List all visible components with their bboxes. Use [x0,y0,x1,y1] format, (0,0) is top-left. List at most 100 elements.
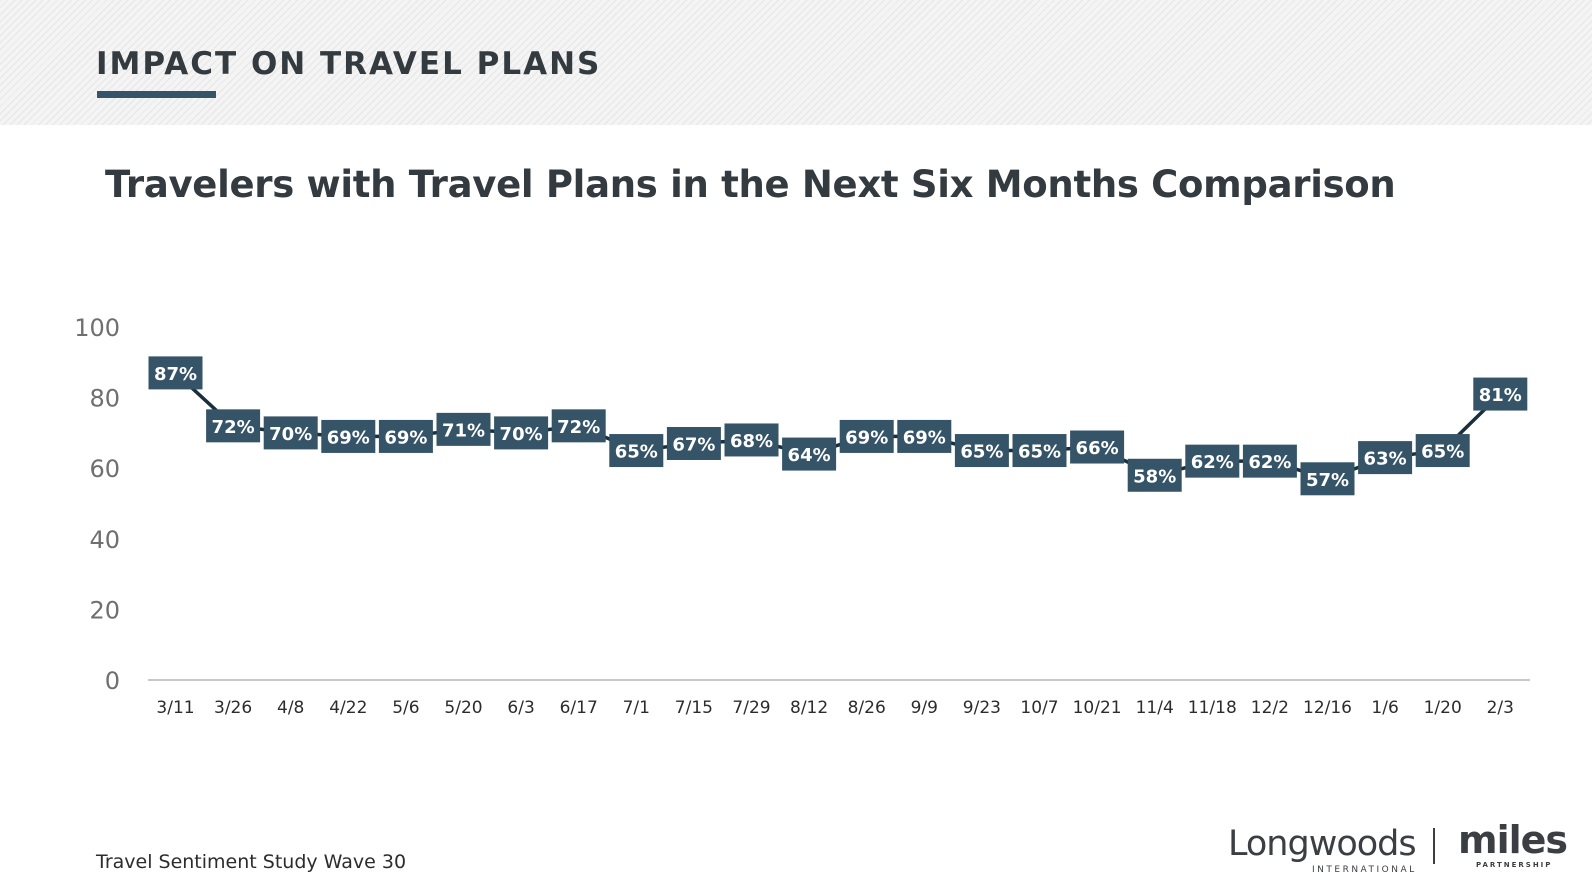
data-point: 62% [1185,444,1240,478]
footer-source: Travel Sentiment Study Wave 30 [96,851,407,873]
data-label: 69% [384,427,427,448]
data-label: 67% [672,434,715,455]
data-label: 72% [212,417,255,438]
data-point: 65% [1012,434,1067,468]
data-point: 64% [782,437,837,471]
data-label: 65% [615,442,658,463]
data-label-box [782,437,837,471]
data-label-box [148,356,203,390]
y-tick-label: 100 [74,314,120,342]
x-tick-label: 7/29 [732,698,770,718]
data-label: 70% [269,424,312,445]
data-point: 69% [897,419,952,453]
data-label-box [1358,441,1413,475]
x-axis-labels: 3/11 3/26 4/8 4/22 5/6 5/20 6/3 6/17 7/1 7/15 7/29… [156,698,1514,718]
data-label-box [1127,458,1182,492]
data-point: 65% [609,434,664,468]
x-tick-label: 5/6 [392,698,419,718]
miles-logo: miles PARTNERSHIP [1458,818,1573,878]
x-tick-label: 10/7 [1020,698,1058,718]
y-tick-label: 60 [89,455,120,483]
data-label: 62% [1248,452,1291,473]
x-tick-label: 7/15 [675,698,713,718]
data-label-box [378,419,433,453]
data-point: 65% [954,434,1009,468]
x-tick-label: 12/16 [1303,698,1352,718]
x-tick-label: 1/20 [1424,698,1462,718]
title-underline [97,91,216,98]
data-label-box [724,423,779,457]
longwoods-logo: Longwoods INTERNATIONAL [1228,824,1417,884]
data-label-box [436,412,491,446]
data-label: 70% [500,424,543,445]
data-label-box [551,409,606,443]
data-point: 69% [378,419,433,453]
x-tick-label: 3/11 [156,698,194,718]
data-label: 62% [1191,452,1234,473]
data-label: 64% [788,445,831,466]
y-tick-label: 20 [89,596,120,624]
y-tick-label: 40 [89,526,120,554]
data-point: 71% [436,412,491,446]
data-label: 81% [1479,385,1522,406]
data-label: 68% [730,431,773,452]
data-point: 66% [1070,430,1125,464]
section-title: IMPACT ON TRAVEL PLANS [96,46,602,82]
data-label-box [321,419,376,453]
data-label-box [1242,444,1297,478]
x-tick-label: 11/18 [1188,698,1237,718]
data-point: 72% [551,409,606,443]
data-label-box [206,409,261,443]
miles-logo-word: miles [1458,818,1568,862]
data-point: 81% [1473,377,1528,411]
x-tick-label: 8/12 [790,698,828,718]
x-tick-label: 5/20 [444,698,482,718]
x-tick-label: 4/22 [329,698,367,718]
data-label: 65% [1018,442,1061,463]
y-tick-label: 80 [89,385,120,413]
data-label: 66% [1076,438,1119,459]
data-label-box [1070,430,1125,464]
x-tick-label: 6/17 [560,698,598,718]
x-tick-label: 11/4 [1136,698,1174,718]
data-label-box [1012,434,1067,468]
data-label-box [609,434,664,468]
data-label: 58% [1133,466,1176,487]
data-label-box [1300,462,1355,496]
longwoods-logo-sub: INTERNATIONAL [1312,865,1417,875]
data-point: 69% [839,419,894,453]
data-point: 87% [148,356,203,390]
header-band [0,0,1592,125]
data-point: 72% [206,409,261,443]
x-tick-label: 9/23 [963,698,1001,718]
data-label: 72% [557,417,600,438]
data-label: 63% [1364,449,1407,470]
data-label: 71% [442,420,485,441]
data-point: 69% [321,419,376,453]
data-label: 69% [845,427,888,448]
data-point: 65% [1415,434,1470,468]
y-tick-label: 0 [105,667,120,695]
data-point: 57% [1300,462,1355,496]
data-point: 70% [263,416,318,450]
data-label: 57% [1306,470,1349,491]
data-label: 69% [327,427,370,448]
x-tick-label: 1/6 [1371,698,1398,718]
data-labels: 87% 72% 70% 69% 69% 71% 70% 72% 65% 67% 68% 64% 69% 6… [148,356,1528,496]
data-point: 68% [724,423,779,457]
data-label: 65% [960,442,1003,463]
x-tick-label: 4/8 [277,698,304,718]
data-label-box [954,434,1009,468]
longwoods-logo-word: Longwoods [1228,824,1417,864]
data-label-box [494,416,549,450]
x-tick-label: 7/1 [623,698,650,718]
data-label-box [897,419,952,453]
y-axis: 0 20 40 60 80 100 [74,314,120,695]
data-label: 69% [903,427,946,448]
data-label-box [666,426,721,460]
data-label: 87% [154,364,197,385]
x-tick-label: 3/26 [214,698,252,718]
data-label-box [263,416,318,450]
data-label: 65% [1421,442,1464,463]
x-tick-label: 10/21 [1073,698,1122,718]
